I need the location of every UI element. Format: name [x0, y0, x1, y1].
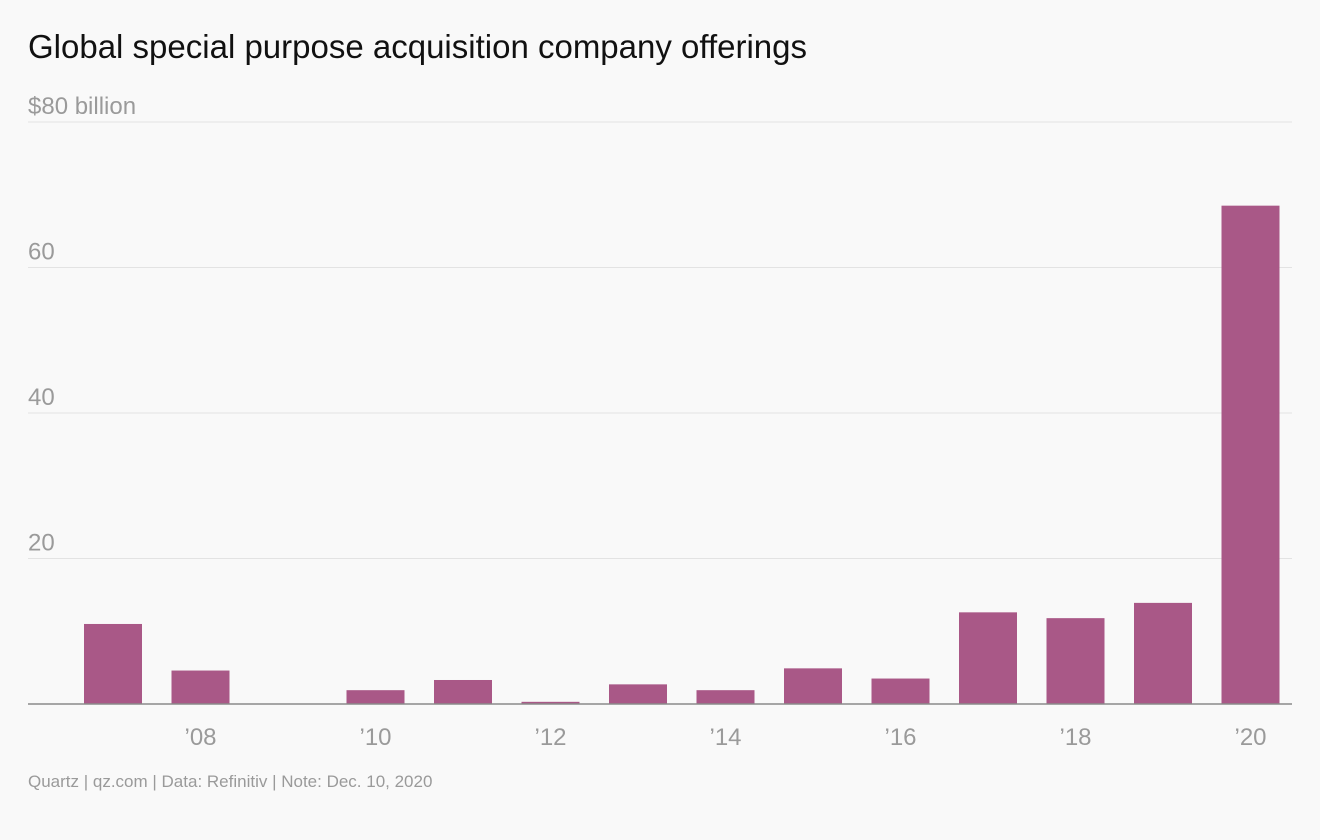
- bar-2017: [959, 612, 1017, 704]
- bar-2012: [521, 701, 580, 704]
- source-credit: Quartz | qz.com | Data: Refinitiv | Note…: [28, 772, 433, 791]
- y-tick-label: 40: [28, 384, 55, 411]
- bar-2015: [784, 668, 842, 704]
- chart-title: Global special purpose acquisition compa…: [28, 28, 808, 65]
- bar-2007: [84, 623, 142, 704]
- y-tick-label: 60: [28, 239, 55, 266]
- bar-2016: [871, 678, 930, 704]
- bar-2008: [171, 670, 230, 704]
- bar-2011: [434, 679, 492, 704]
- bar-2014: [696, 690, 755, 704]
- y-tick-label: 20: [28, 530, 55, 557]
- bar-2010: [346, 690, 405, 704]
- bar-2019: [1134, 602, 1192, 704]
- x-tick-label: ’20: [1234, 724, 1266, 751]
- x-tick-label: ’18: [1059, 724, 1091, 751]
- x-tick-label: ’08: [184, 724, 216, 751]
- bar-2018: [1046, 618, 1105, 704]
- x-tick-label: ’16: [884, 724, 916, 751]
- x-tick-label: ’12: [534, 724, 566, 751]
- bar-2020: [1221, 205, 1280, 704]
- bar-2013: [609, 684, 667, 704]
- x-tick-label: ’14: [709, 724, 741, 751]
- y-tick-label: $80 billion: [28, 93, 136, 120]
- x-tick-label: ’10: [359, 724, 391, 751]
